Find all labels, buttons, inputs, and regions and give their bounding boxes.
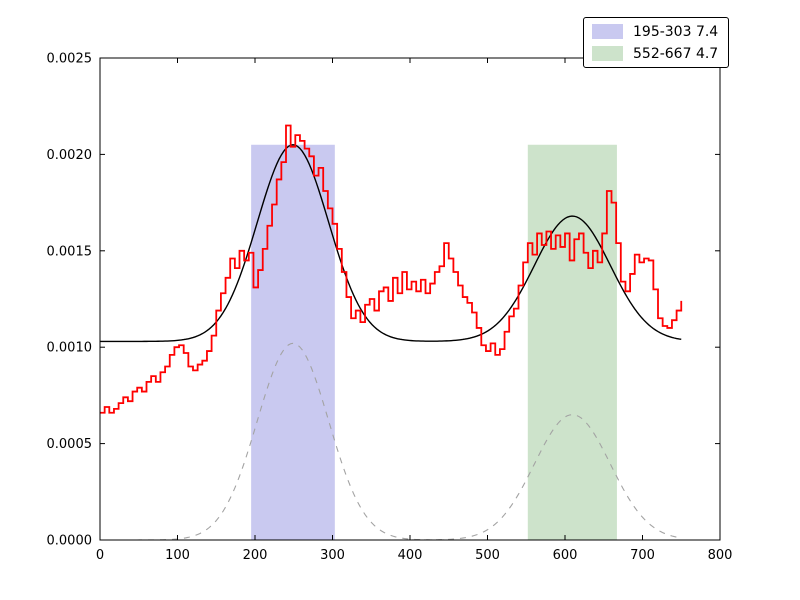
- x-tick-label: 500: [475, 548, 500, 563]
- legend-swatch-green: [592, 46, 623, 61]
- x-tick-label: 200: [243, 548, 268, 563]
- x-tick-label: 300: [320, 548, 345, 563]
- y-tick-label: 0.0015: [47, 244, 93, 259]
- legend-item-region-2: 552-667 4.7: [592, 46, 718, 61]
- y-tick-label: 0.0020: [47, 148, 93, 163]
- legend-label-region-2: 552-667 4.7: [633, 45, 719, 62]
- legend: 195-303 7.4 552-667 4.7: [583, 17, 730, 68]
- shaded-region-2: [527, 144, 617, 540]
- y-tick-label: 0.0025: [47, 52, 93, 67]
- legend-label-region-1: 195-303 7.4: [633, 23, 719, 40]
- x-tick-label: 600: [553, 548, 578, 563]
- fit-curve: [100, 144, 682, 343]
- y-tick-label: 0.0000: [47, 534, 93, 549]
- legend-swatch-blue: [592, 24, 623, 39]
- shaded-region-1: [251, 144, 335, 540]
- y-tick-label: 0.0010: [47, 341, 93, 356]
- plot-area: [100, 58, 720, 540]
- legend-item-region-1: 195-303 7.4: [592, 24, 718, 39]
- y-tick-label: 0.0005: [47, 437, 93, 452]
- x-tick-label: 700: [630, 548, 655, 563]
- x-tick-label: 400: [398, 548, 423, 563]
- x-tick-label: 800: [708, 548, 733, 563]
- x-tick-label: 0: [96, 548, 104, 563]
- x-tick-label: 100: [165, 548, 190, 563]
- data-series-data: [100, 124, 683, 414]
